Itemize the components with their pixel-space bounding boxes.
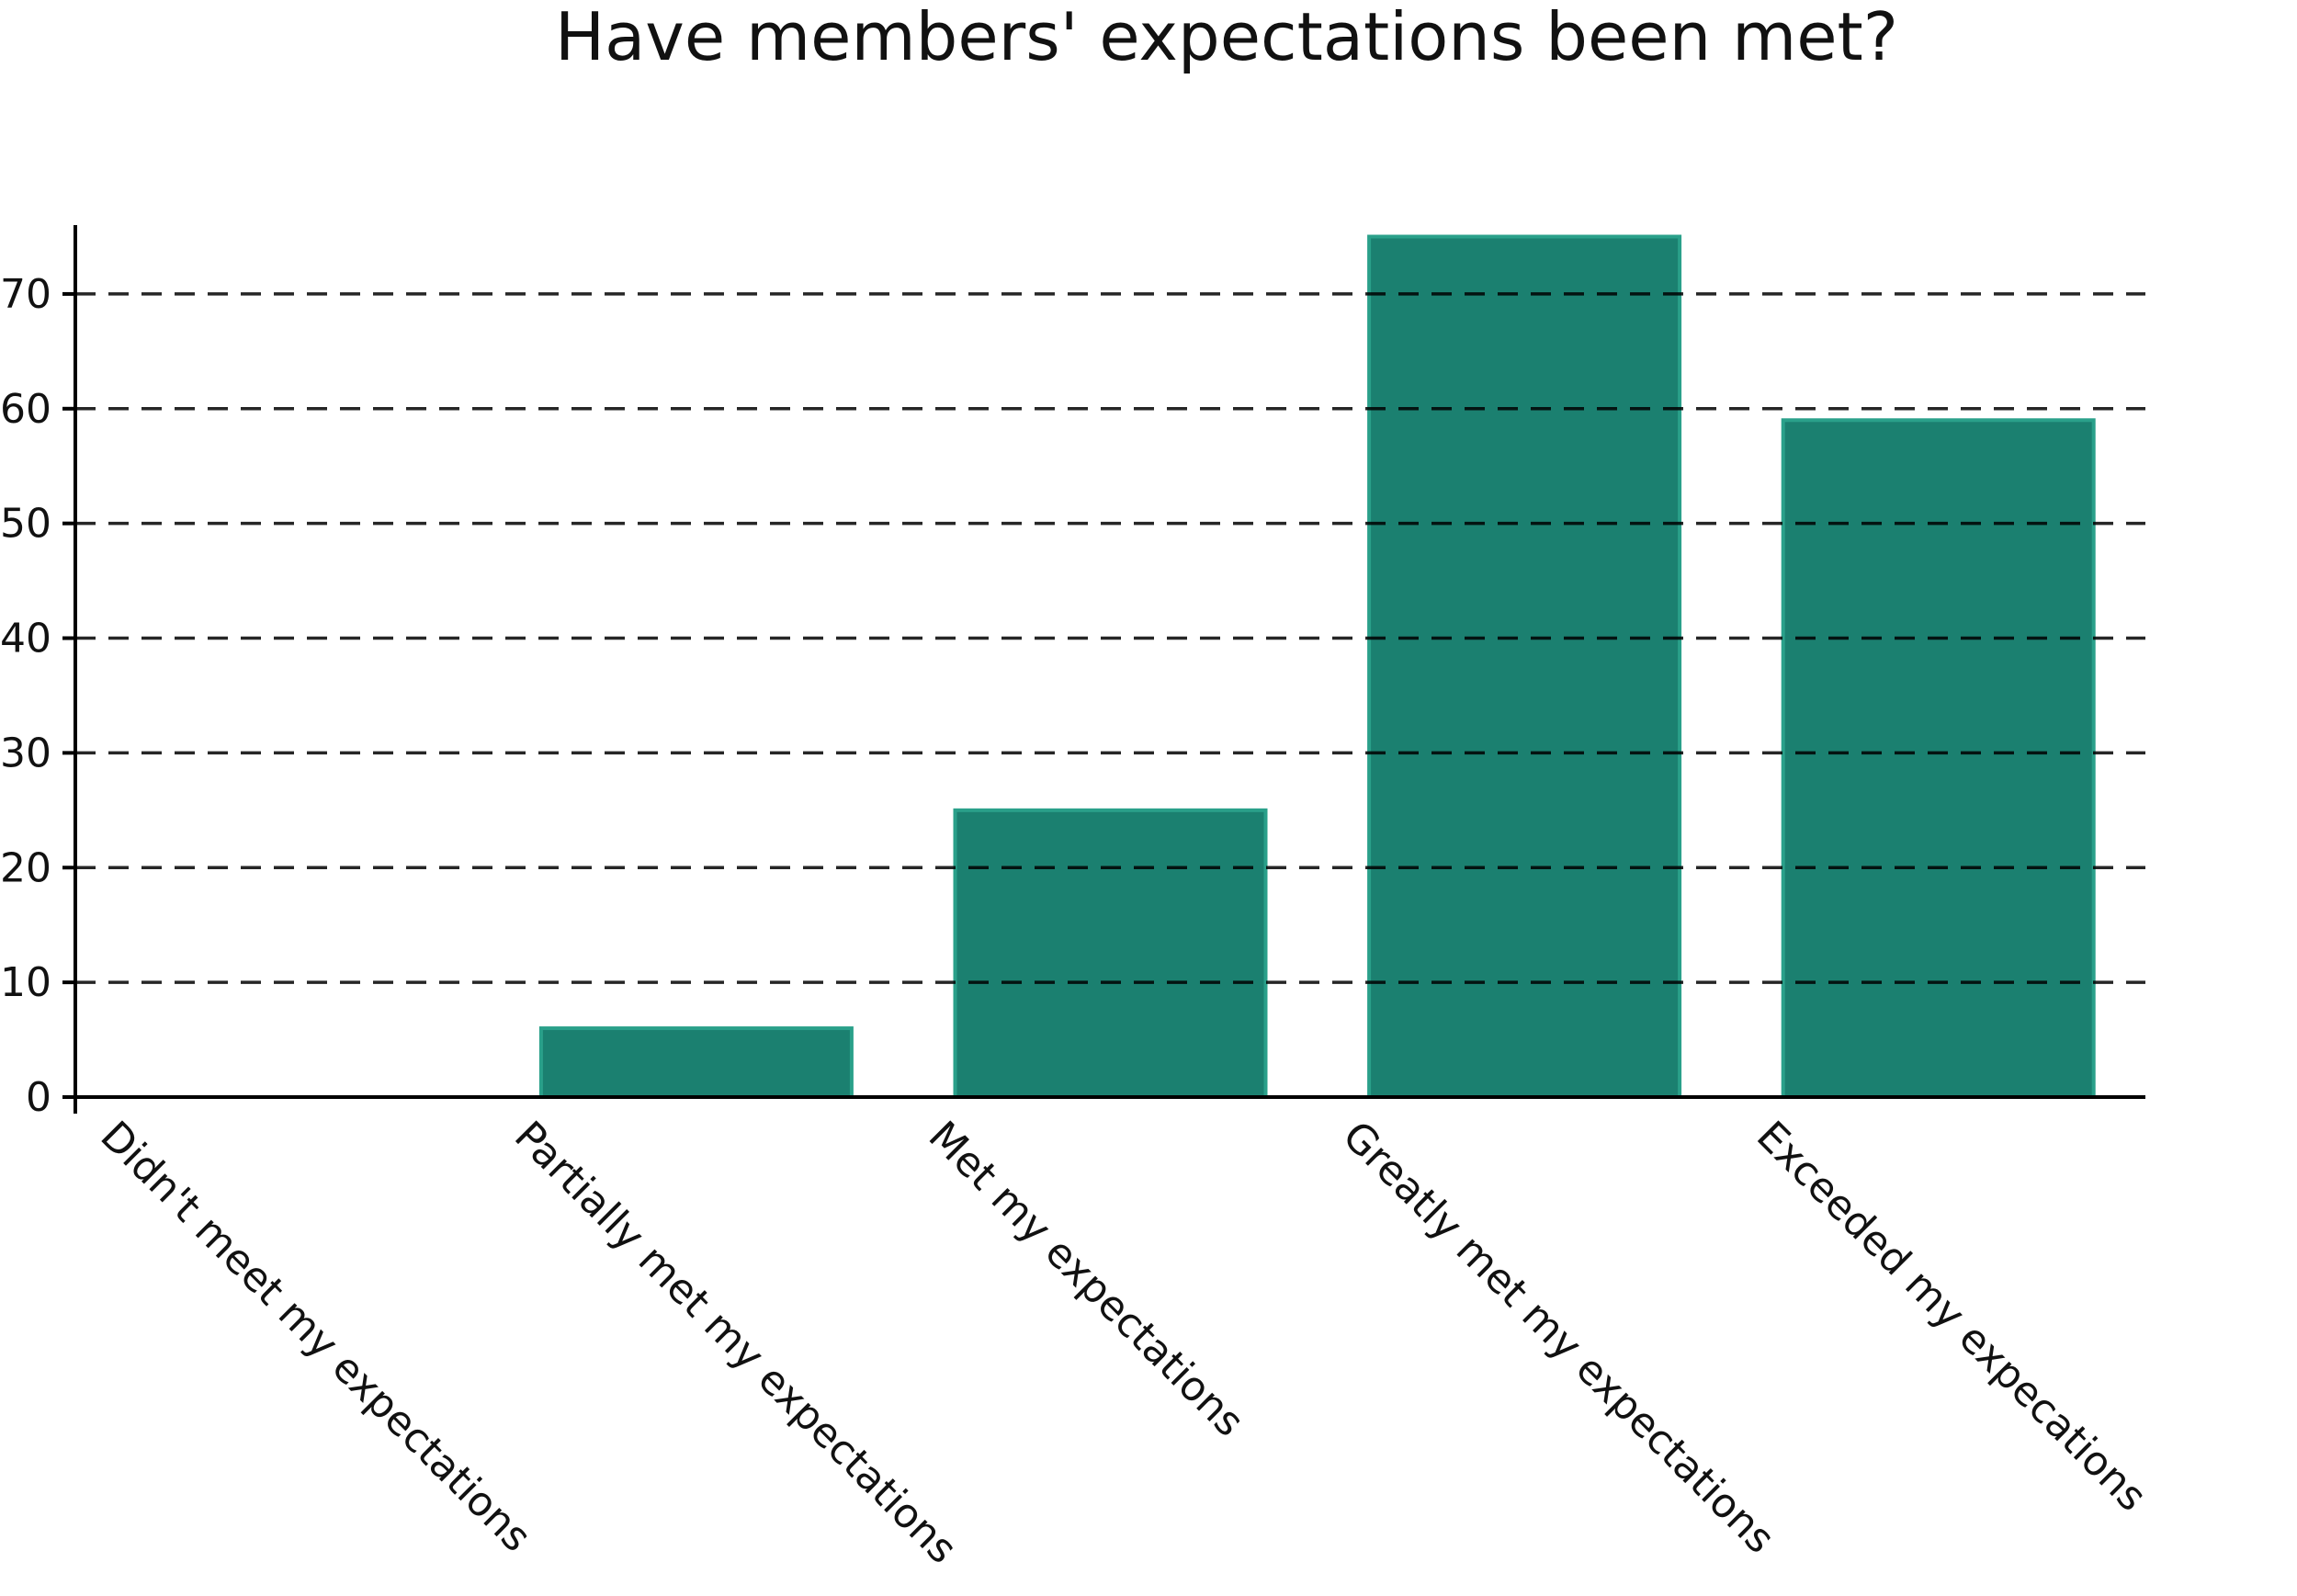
- y-tick-label-20: 20: [0, 844, 51, 891]
- x-tick-label-1: Partially met my expectations: [505, 1113, 966, 1573]
- x-tick-label-3: Greatly met my expectations: [1333, 1113, 1783, 1563]
- bar-3: [1367, 234, 1682, 1100]
- x-tick-label-2: Met my expectations: [920, 1113, 1253, 1446]
- bar-2: [953, 808, 1268, 1099]
- gridlines: [75, 292, 2145, 984]
- y-tick-label-30: 30: [0, 730, 51, 776]
- y-tick-label-0: 0: [26, 1074, 51, 1121]
- x-tick-label-0: Didn't meet my expectations: [92, 1113, 540, 1561]
- bars: [538, 234, 2096, 1100]
- axes: [74, 225, 2145, 1114]
- y-tick-label-70: 70: [0, 271, 51, 318]
- x-tick-label-4: Exceeded my expecations: [1748, 1113, 2156, 1521]
- y-tick-label-10: 10: [0, 959, 51, 1006]
- bar-4: [1781, 418, 2096, 1099]
- y-tick-label-50: 50: [0, 501, 51, 548]
- bar-1: [538, 1026, 854, 1100]
- chart-title: Have members' expectations been met?: [554, 0, 1898, 75]
- y-tick-label-60: 60: [0, 386, 51, 433]
- y-tick-labels: 0 10 20 30 40 50 60 70: [0, 271, 75, 1121]
- y-tick-label-40: 40: [0, 616, 51, 662]
